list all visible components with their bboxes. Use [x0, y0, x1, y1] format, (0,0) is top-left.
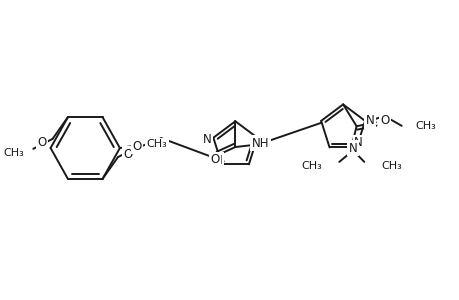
Text: N: N — [365, 114, 374, 128]
Text: O: O — [132, 140, 141, 152]
Text: N: N — [213, 154, 222, 167]
Text: N: N — [203, 133, 212, 146]
Text: CH₃: CH₃ — [301, 161, 321, 171]
Text: CH₃: CH₃ — [381, 161, 402, 171]
Text: CH₃: CH₃ — [414, 121, 435, 131]
Text: O: O — [210, 153, 219, 167]
Text: N: N — [353, 136, 362, 149]
Text: O: O — [37, 136, 47, 149]
Text: CH₃: CH₃ — [3, 148, 23, 158]
Text: O: O — [380, 114, 389, 127]
Text: NH: NH — [251, 136, 269, 150]
Text: O: O — [123, 148, 133, 160]
Text: CH₃: CH₃ — [146, 139, 167, 149]
Text: N: N — [347, 142, 356, 154]
